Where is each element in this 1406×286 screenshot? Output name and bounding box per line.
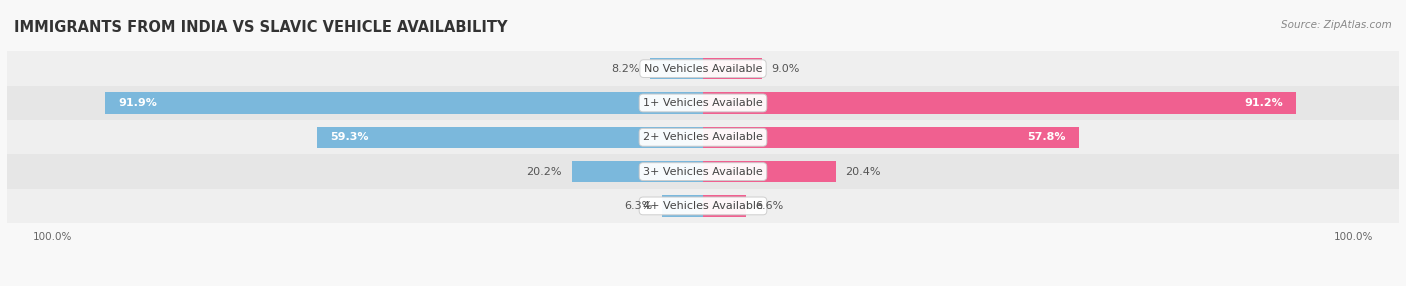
Text: 2+ Vehicles Available: 2+ Vehicles Available <box>643 132 763 142</box>
Bar <box>703 92 1296 114</box>
Bar <box>703 195 747 217</box>
Bar <box>572 161 703 182</box>
Text: 3+ Vehicles Available: 3+ Vehicles Available <box>643 167 763 176</box>
Bar <box>7 189 1399 223</box>
Text: 6.6%: 6.6% <box>755 201 785 211</box>
Text: 20.2%: 20.2% <box>526 167 562 176</box>
Bar <box>703 58 762 79</box>
Text: 91.2%: 91.2% <box>1244 98 1284 108</box>
Bar <box>7 154 1399 189</box>
Legend: Immigrants from India, Slavic: Immigrants from India, Slavic <box>586 284 820 286</box>
Text: 9.0%: 9.0% <box>772 64 800 74</box>
Bar <box>105 92 703 114</box>
Text: IMMIGRANTS FROM INDIA VS SLAVIC VEHICLE AVAILABILITY: IMMIGRANTS FROM INDIA VS SLAVIC VEHICLE … <box>14 20 508 35</box>
Text: 6.3%: 6.3% <box>624 201 652 211</box>
Text: 8.2%: 8.2% <box>612 64 640 74</box>
Text: No Vehicles Available: No Vehicles Available <box>644 64 762 74</box>
Bar <box>318 127 703 148</box>
Bar <box>650 58 703 79</box>
Bar <box>7 86 1399 120</box>
Text: Source: ZipAtlas.com: Source: ZipAtlas.com <box>1281 20 1392 30</box>
Text: 57.8%: 57.8% <box>1028 132 1066 142</box>
Bar <box>7 120 1399 154</box>
Bar <box>662 195 703 217</box>
Text: 20.4%: 20.4% <box>845 167 882 176</box>
Bar <box>703 127 1078 148</box>
Text: 4+ Vehicles Available: 4+ Vehicles Available <box>643 201 763 211</box>
Text: 59.3%: 59.3% <box>330 132 368 142</box>
Bar <box>7 51 1399 86</box>
Text: 1+ Vehicles Available: 1+ Vehicles Available <box>643 98 763 108</box>
Text: 91.9%: 91.9% <box>118 98 157 108</box>
Bar <box>703 161 835 182</box>
